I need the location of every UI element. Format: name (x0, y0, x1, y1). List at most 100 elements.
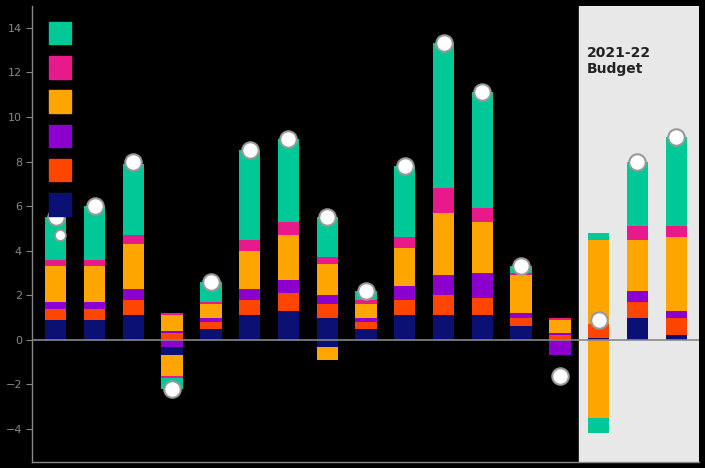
Bar (200, 282, 221, 302)
Bar (510, 313, 532, 318)
Bar (588, 340, 609, 418)
Bar (433, 295, 454, 315)
Point (166, 385, 178, 393)
Bar (317, 346, 338, 360)
Bar (472, 208, 493, 222)
Point (205, 278, 216, 285)
Bar (45, 260, 66, 266)
Bar (355, 304, 376, 318)
Bar (510, 266, 532, 273)
FancyBboxPatch shape (49, 124, 71, 147)
Bar (123, 315, 144, 340)
Point (89, 202, 100, 210)
Bar (84, 302, 105, 309)
Bar (84, 260, 105, 266)
Point (670, 133, 682, 141)
Bar (200, 318, 221, 322)
Bar (510, 318, 532, 327)
Bar (627, 291, 648, 302)
Point (283, 136, 294, 143)
Bar (394, 166, 415, 237)
Bar (355, 329, 376, 340)
Bar (355, 291, 376, 300)
Point (515, 263, 527, 270)
Bar (588, 240, 609, 324)
Bar (84, 266, 105, 302)
Bar (472, 93, 493, 208)
Point (593, 316, 604, 323)
Bar (278, 235, 299, 280)
Bar (317, 340, 338, 346)
Point (244, 146, 255, 154)
Bar (278, 139, 299, 222)
Text: 2021-22
Budget: 2021-22 Budget (587, 46, 651, 76)
Bar (84, 320, 105, 340)
Bar (510, 273, 532, 275)
Bar (161, 346, 183, 356)
Bar (666, 137, 687, 226)
Bar (317, 295, 338, 304)
Bar (433, 44, 454, 188)
FancyBboxPatch shape (49, 193, 71, 216)
Bar (239, 251, 260, 289)
Bar (278, 222, 299, 235)
Point (321, 213, 333, 221)
Point (360, 287, 372, 294)
Bar (200, 304, 221, 318)
Point (51, 325, 63, 332)
Bar (666, 226, 687, 237)
Bar (45, 309, 66, 320)
Bar (45, 266, 66, 302)
Bar (84, 309, 105, 320)
Bar (433, 315, 454, 340)
Bar (123, 289, 144, 300)
Bar (200, 329, 221, 340)
Point (128, 158, 139, 165)
Bar (161, 331, 183, 333)
Bar (239, 315, 260, 340)
Point (632, 158, 643, 165)
Bar (666, 311, 687, 318)
Bar (627, 302, 648, 318)
Bar (123, 244, 144, 289)
Bar (627, 161, 648, 226)
Bar (588, 233, 609, 240)
Bar (510, 327, 532, 340)
FancyBboxPatch shape (49, 159, 71, 182)
Bar (549, 318, 570, 320)
Bar (394, 286, 415, 300)
Bar (355, 322, 376, 329)
Bar (45, 302, 66, 309)
Bar (472, 273, 493, 298)
Bar (84, 206, 105, 260)
Point (477, 89, 488, 96)
Bar (161, 356, 183, 375)
Bar (123, 235, 144, 244)
FancyBboxPatch shape (49, 56, 71, 79)
Bar (317, 217, 338, 257)
Bar (278, 293, 299, 311)
Bar (588, 324, 609, 337)
Bar (161, 315, 183, 331)
Bar (472, 315, 493, 340)
Bar (394, 249, 415, 286)
Bar (394, 237, 415, 249)
Bar (549, 320, 570, 333)
Bar (317, 264, 338, 295)
FancyBboxPatch shape (49, 22, 71, 44)
Point (399, 162, 410, 170)
Bar (549, 340, 570, 356)
Bar (433, 275, 454, 295)
Bar (317, 304, 338, 318)
Bar (433, 188, 454, 213)
Bar (549, 333, 570, 336)
Point (50, 213, 61, 221)
Bar (472, 222, 493, 273)
Bar (200, 302, 221, 304)
Bar (510, 275, 532, 313)
Bar (394, 315, 415, 340)
Bar (161, 375, 183, 378)
FancyBboxPatch shape (49, 90, 71, 113)
Bar (433, 213, 454, 275)
Point (438, 40, 449, 47)
